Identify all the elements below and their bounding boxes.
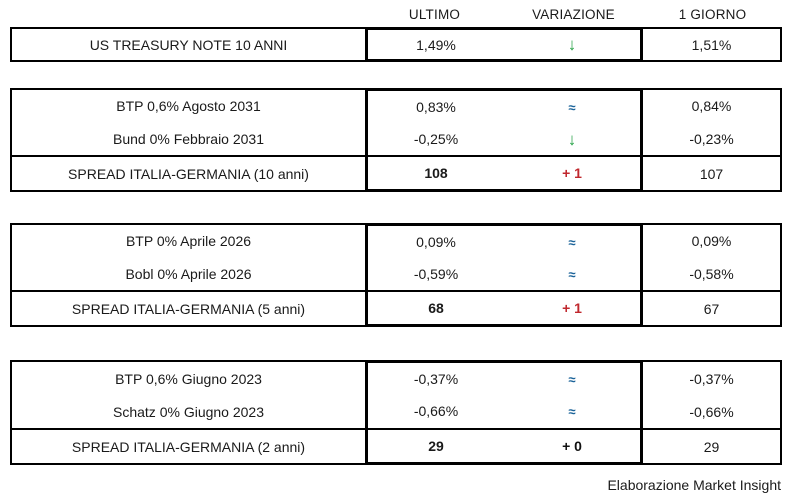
down-arrow-icon: ↓: [567, 35, 577, 54]
spread-label: SPREAD ITALIA-GERMANIA (5 anni): [12, 290, 365, 325]
bond-row: 0,09% ≈: [368, 226, 640, 258]
approx-equal-icon: ≈: [568, 99, 576, 115]
header-giorno-cell: 1 GIORNO: [643, 7, 782, 22]
giorno-value: 1,51%: [691, 36, 732, 53]
ultimo-variazione-column: 1,49% ↓: [365, 27, 643, 62]
column-header-row: ULTIMO VARIAZIONE 1 GIORNO: [10, 3, 782, 25]
ultimo-variazione-column: 0,09% ≈ -0,59% ≈ 68 + 1: [365, 223, 643, 327]
giorno-column: 1,51%: [643, 27, 782, 62]
giorno-value: 0,09%: [691, 233, 732, 250]
giorno-value: 0,84%: [691, 98, 732, 115]
bond-label: Bobl 0% Aprile 2026: [125, 266, 252, 282]
bond-label: US TREASURY NOTE 10 ANNI: [89, 36, 288, 53]
spread-giorno-value: 29: [643, 428, 780, 463]
bond-label: Schatz 0% Giugno 2023: [113, 403, 264, 420]
header-variazione-cell: VARIAZIONE: [504, 7, 643, 22]
spread-row: 108 + 1: [368, 155, 640, 189]
change-value: + 1: [562, 165, 582, 181]
ultimo-variazione-column: -0,37% ≈ -0,66% ≈ 29 + 0: [365, 360, 643, 465]
giorno-value: -0,58%: [689, 266, 734, 282]
approx-equal-icon: ≈: [568, 371, 576, 387]
ultimo-value: -0,59%: [413, 266, 459, 282]
bond-label: BTP 0,6% Agosto 2031: [116, 98, 261, 115]
spread-giorno-value: 67: [643, 290, 780, 325]
column-header-1-giorno: 1 GIORNO: [678, 6, 747, 22]
label-column: BTP 0,6% Agosto 2031 Bund 0% Febbraio 20…: [10, 88, 365, 192]
giorno-value: -0,66%: [689, 403, 734, 420]
bond-label: Bund 0% Febbraio 2031: [113, 131, 264, 147]
approx-equal-icon: ≈: [568, 403, 576, 419]
giorno-value: -0,37%: [689, 370, 734, 387]
label-column: BTP 0% Aprile 2026 Bobl 0% Aprile 2026 S…: [10, 223, 365, 327]
header-ultimo-cell: ULTIMO: [365, 7, 504, 22]
section-10-anni: BTP 0,6% Agosto 2031 Bund 0% Febbraio 20…: [10, 88, 782, 192]
column-header-variazione: VARIAZIONE: [532, 6, 615, 22]
bond-row: -0,25% ↓: [368, 123, 640, 155]
spread-ultimo-value: 108: [424, 165, 448, 181]
bond-label: BTP 0% Aprile 2026: [125, 233, 252, 250]
bond-row: -0,66% ≈: [368, 395, 640, 427]
column-header-ultimo: ULTIMO: [408, 6, 461, 22]
change-value: + 0: [562, 437, 582, 454]
spread-ultimo-value: 29: [428, 437, 444, 454]
giorno-value: -0,23%: [689, 131, 734, 147]
section-2-anni: BTP 0,6% Giugno 2023 Schatz 0% Giugno 20…: [10, 360, 782, 465]
ultimo-variazione-column: 0,83% ≈ -0,25% ↓ 108 + 1: [365, 88, 643, 192]
approx-equal-icon: ≈: [568, 266, 576, 282]
bond-row: -0,37% ≈: [368, 363, 640, 395]
ultimo-value: -0,37%: [413, 371, 459, 388]
approx-equal-icon: ≈: [568, 234, 576, 250]
ultimo-value: -0,25%: [413, 131, 459, 147]
bond-row: 1,49% ↓: [368, 30, 640, 59]
header-mid-group: ULTIMO VARIAZIONE: [365, 7, 643, 22]
giorno-column: 0,84% -0,23% 107: [643, 88, 782, 192]
section-us-treasury: US TREASURY NOTE 10 ANNI 1,49% ↓ 1,51%: [10, 27, 782, 62]
bond-label: BTP 0,6% Giugno 2023: [115, 370, 262, 387]
source-credit: Elaborazione Market Insight: [607, 477, 781, 493]
spread-row: 29 + 0: [368, 427, 640, 462]
ultimo-value: -0,66%: [413, 403, 459, 420]
spread-ultimo-value: 68: [428, 300, 444, 316]
change-value: + 1: [562, 300, 582, 316]
spread-giorno-value: 107: [643, 155, 780, 190]
bond-row: -0,59% ≈: [368, 258, 640, 290]
spread-label: SPREAD ITALIA-GERMANIA (10 anni): [12, 155, 365, 190]
spread-label: SPREAD ITALIA-GERMANIA (2 anni): [12, 428, 365, 463]
giorno-column: 0,09% -0,58% 67: [643, 223, 782, 327]
giorno-column: -0,37% -0,66% 29: [643, 360, 782, 465]
label-column: BTP 0,6% Giugno 2023 Schatz 0% Giugno 20…: [10, 360, 365, 465]
ultimo-value: 0,09%: [416, 234, 456, 250]
down-arrow-icon: ↓: [567, 129, 577, 149]
ultimo-value: 0,83%: [416, 99, 456, 115]
ultimo-value: 1,49%: [416, 36, 456, 53]
section-5-anni: BTP 0% Aprile 2026 Bobl 0% Aprile 2026 S…: [10, 223, 782, 327]
label-column: US TREASURY NOTE 10 ANNI: [10, 27, 365, 62]
bond-row: 0,83% ≈: [368, 91, 640, 123]
spread-row: 68 + 1: [368, 290, 640, 324]
